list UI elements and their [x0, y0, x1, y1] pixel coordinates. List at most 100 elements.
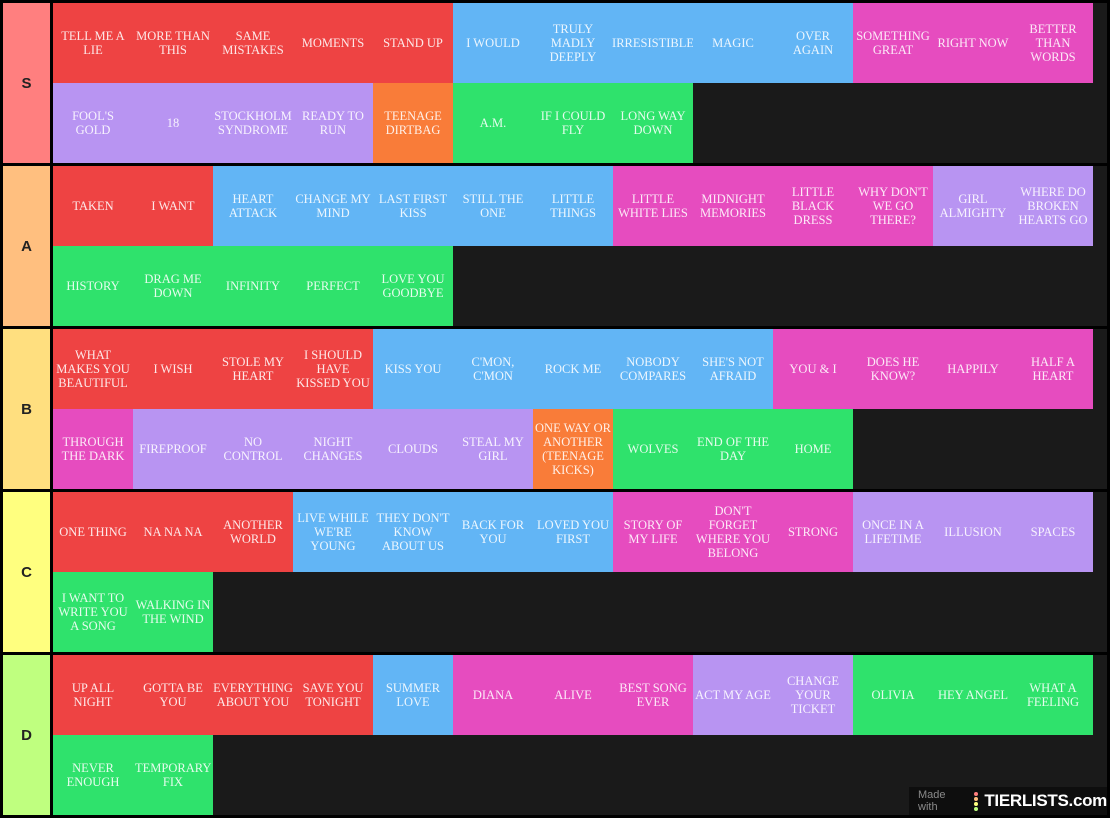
- tier-item[interactable]: If I could fly: [533, 83, 613, 163]
- tier-item[interactable]: Heart attack: [213, 166, 293, 246]
- tier-item[interactable]: Nobody compares: [613, 329, 693, 409]
- tier-item[interactable]: Taken: [53, 166, 133, 246]
- tier-item[interactable]: I wish: [133, 329, 213, 409]
- tier-item[interactable]: Love you goodbye: [373, 246, 453, 326]
- tier-label[interactable]: A: [3, 166, 50, 326]
- tier-item[interactable]: Magic: [693, 3, 773, 83]
- tier-item[interactable]: Change my mind: [293, 166, 373, 246]
- tier-item[interactable]: Tell me a lie: [53, 3, 133, 83]
- tier-item[interactable]: End of the day: [693, 409, 773, 489]
- tier-item[interactable]: Back for you: [453, 492, 533, 572]
- tier-item[interactable]: Hey angel: [933, 655, 1013, 735]
- tier-item[interactable]: Clouds: [373, 409, 453, 489]
- tier-item[interactable]: Walking in the wind: [133, 572, 213, 652]
- tier-item[interactable]: Does he know?: [853, 329, 933, 409]
- tier-item[interactable]: I want to write you a song: [53, 572, 133, 652]
- tier-item[interactable]: Loved you first: [533, 492, 613, 572]
- tier-item[interactable]: Temporary fix: [133, 735, 213, 815]
- tier-item[interactable]: Midnight memories: [693, 166, 773, 246]
- tier-item[interactable]: Little things: [533, 166, 613, 246]
- tier-item[interactable]: Happily: [933, 329, 1013, 409]
- tier-item[interactable]: Save you tonight: [293, 655, 373, 735]
- tier-item[interactable]: I want: [133, 166, 213, 246]
- tier-item[interactable]: Little white lies: [613, 166, 693, 246]
- tier-item[interactable]: Everything about you: [213, 655, 293, 735]
- tier-item[interactable]: Live while we're young: [293, 492, 373, 572]
- tier-item[interactable]: 18: [133, 83, 213, 163]
- tier-item[interactable]: Right now: [933, 3, 1013, 83]
- tier-item[interactable]: Fool's gold: [53, 83, 133, 163]
- tier-item[interactable]: Diana: [453, 655, 533, 735]
- tier-item[interactable]: Through the dark: [53, 409, 133, 489]
- tier-label[interactable]: B: [3, 329, 50, 489]
- tier-item[interactable]: Still the one: [453, 166, 533, 246]
- tier-item[interactable]: Long way down: [613, 83, 693, 163]
- tier-item[interactable]: A.M.: [453, 83, 533, 163]
- tier-label[interactable]: C: [3, 492, 50, 652]
- tier-item[interactable]: Kiss you: [373, 329, 453, 409]
- tier-item[interactable]: Illusion: [933, 492, 1013, 572]
- tier-item[interactable]: Same mistakes: [213, 3, 293, 83]
- tier-item[interactable]: No control: [213, 409, 293, 489]
- tier-row-b: B What makes you beautiful I wish Stole my …: [3, 329, 1110, 489]
- tier-item[interactable]: Summer love: [373, 655, 453, 735]
- tier-item[interactable]: You & I: [773, 329, 853, 409]
- tier-item[interactable]: Girl almighty: [933, 166, 1013, 246]
- tier-item[interactable]: Perfect: [293, 246, 373, 326]
- tier-item[interactable]: Fireproof: [133, 409, 213, 489]
- tier-item[interactable]: Moments: [293, 3, 373, 83]
- tier-item[interactable]: Once in a lifetime: [853, 492, 933, 572]
- tier-item[interactable]: Story of my life: [613, 492, 693, 572]
- tier-item[interactable]: Act my age: [693, 655, 773, 735]
- tier-item[interactable]: More than this: [133, 3, 213, 83]
- tier-label[interactable]: S: [3, 3, 50, 163]
- tier-item[interactable]: Don't forget where you belong: [693, 492, 773, 572]
- tier-item[interactable]: Stockholm syndrome: [213, 83, 293, 163]
- tier-item[interactable]: Up all night: [53, 655, 133, 735]
- tier-item[interactable]: Where do broken hearts go: [1013, 166, 1093, 246]
- tier-item[interactable]: Stand up: [373, 3, 453, 83]
- tier-item[interactable]: Na na na: [133, 492, 213, 572]
- tier-item[interactable]: One thing: [53, 492, 133, 572]
- tier-item[interactable]: I should have kissed you: [293, 329, 373, 409]
- tier-item[interactable]: Stole my heart: [213, 329, 293, 409]
- tier-item[interactable]: Ready to run: [293, 83, 373, 163]
- tier-item[interactable]: Alive: [533, 655, 613, 735]
- tier-row-s: S Tell me a lie More than this Same mistake…: [3, 3, 1110, 163]
- tier-item[interactable]: Night changes: [293, 409, 373, 489]
- tier-item[interactable]: Gotta be you: [133, 655, 213, 735]
- tier-item[interactable]: Change your ticket: [773, 655, 853, 735]
- tier-item[interactable]: Strong: [773, 492, 853, 572]
- tier-item[interactable]: What makes you beautiful: [53, 329, 133, 409]
- tier-item[interactable]: Truly madly deeply: [533, 3, 613, 83]
- tier-item[interactable]: Little black dress: [773, 166, 853, 246]
- tier-item[interactable]: Last first kiss: [373, 166, 453, 246]
- tier-item[interactable]: Better than words: [1013, 3, 1093, 83]
- tier-label[interactable]: D: [3, 655, 50, 815]
- tier-item[interactable]: Half a heart: [1013, 329, 1093, 409]
- tier-item[interactable]: One way or another (teenage kicks): [533, 409, 613, 489]
- tier-item[interactable]: She's not afraid: [693, 329, 773, 409]
- tier-item[interactable]: History: [53, 246, 133, 326]
- tier-item[interactable]: They don't know about us: [373, 492, 453, 572]
- tier-item[interactable]: Spaces: [1013, 492, 1093, 572]
- tier-item[interactable]: What a feeling: [1013, 655, 1093, 735]
- tier-item[interactable]: C'mon, c'mon: [453, 329, 533, 409]
- tier-item[interactable]: Something great: [853, 3, 933, 83]
- tier-row-c: C One thing Na na na Another world Live whil…: [3, 492, 1110, 652]
- tier-item[interactable]: Home: [773, 409, 853, 489]
- tier-item[interactable]: Why don't we go there?: [853, 166, 933, 246]
- tier-item[interactable]: Olivia: [853, 655, 933, 735]
- tier-item[interactable]: Steal my girl: [453, 409, 533, 489]
- tier-item[interactable]: Teenage dirtbag: [373, 83, 453, 163]
- tier-item[interactable]: Rock me: [533, 329, 613, 409]
- tier-item[interactable]: Another world: [213, 492, 293, 572]
- tier-item[interactable]: Best song ever: [613, 655, 693, 735]
- tier-item[interactable]: Over again: [773, 3, 853, 83]
- tier-item[interactable]: I would: [453, 3, 533, 83]
- tier-item[interactable]: Irresistible: [612, 3, 694, 83]
- tier-item[interactable]: Wolves: [613, 409, 693, 489]
- tier-item[interactable]: Infinity: [213, 246, 293, 326]
- tier-item[interactable]: Drag me down: [133, 246, 213, 326]
- tier-item[interactable]: Never enough: [53, 735, 133, 815]
